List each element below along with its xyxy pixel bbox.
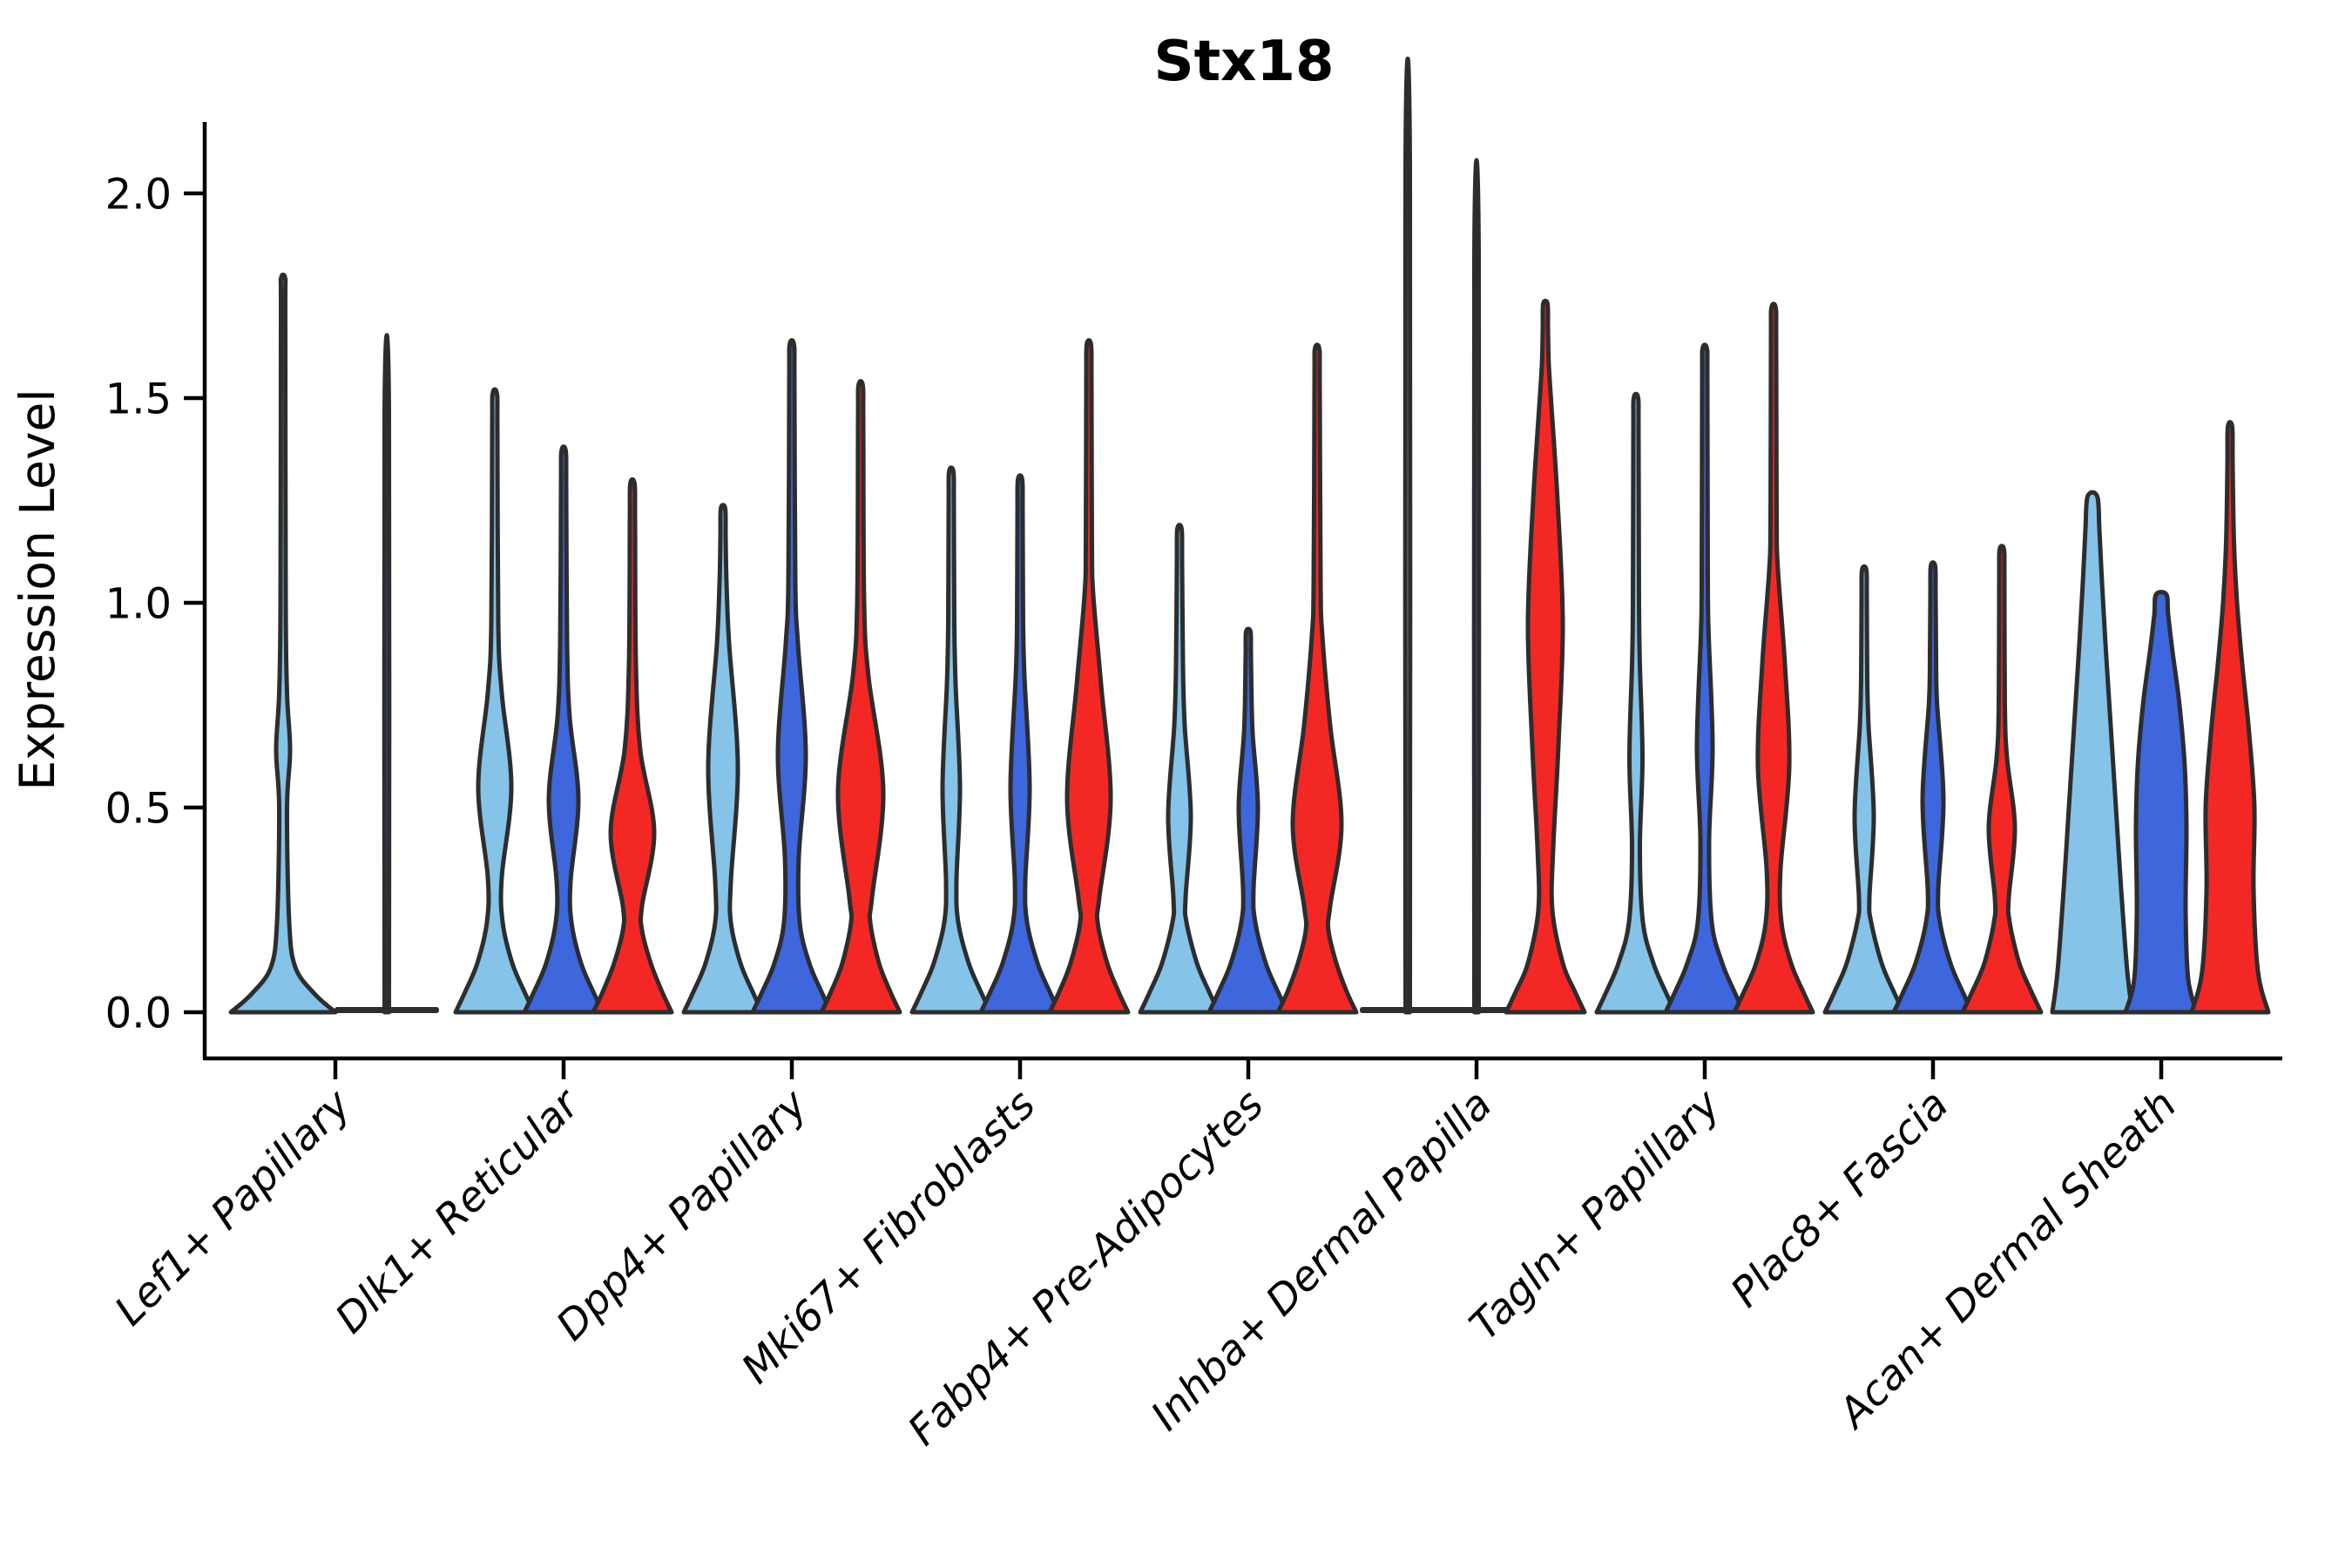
violin-acan-dermal-sheath-blue	[2123, 590, 2200, 1015]
violin-dlk1-reticular-blue	[522, 444, 605, 1015]
violin-mki67-fibroblasts-blue	[978, 473, 1062, 1015]
violin-tagln-papillary-red	[1732, 301, 1815, 1015]
violin-dlk1-reticular-lightblue	[453, 387, 537, 1015]
chart-title: Stx18	[1153, 30, 1334, 94]
violin-acan-dermal-sheath-lightblue	[2050, 490, 2135, 1015]
y-axis-label: Expression Level	[10, 389, 65, 790]
violin-inhba-dermal-papilla-lightblue	[1402, 57, 1413, 1015]
violin-mki67-fibroblasts-lightblue	[909, 465, 993, 1015]
violin-dpp4-papillary-blue	[750, 338, 834, 1015]
violin-tagln-papillary-blue	[1663, 342, 1747, 1015]
violin-lef1-papillary-blue	[382, 333, 392, 1015]
violin-group-dlk1-reticular	[453, 387, 674, 1015]
y-tick-label-0.0: 0.0	[105, 989, 172, 1037]
violin-dpp4-papillary-red	[819, 379, 902, 1015]
violin-acan-dermal-sheath-red	[2189, 420, 2271, 1015]
violin-group-plac8-fascia	[1822, 544, 2044, 1015]
x-tick-label-plac8-fascia: Plac8+ Fascia	[1721, 1081, 1957, 1317]
violin-fabp4-pre-adipocytes-red	[1275, 342, 1359, 1015]
violin-inhba-dermal-papilla-blue	[1471, 158, 1482, 1015]
violin-plac8-fascia-lightblue	[1822, 564, 1906, 1015]
violin-mki67-fibroblasts-red	[1047, 338, 1131, 1015]
violin-dlk1-reticular-red	[591, 476, 674, 1015]
violin-group-lef1-papillary	[228, 272, 439, 1015]
y-axis-ticks: 0.0 0.5 1.0 1.5 2.0	[105, 170, 205, 1037]
violin-lef1-papillary-lightblue	[228, 272, 338, 1015]
violin-group-fabp4-pre-adipocytes	[1138, 342, 1359, 1015]
violin-fabp4-pre-adipocytes-lightblue	[1138, 523, 1221, 1015]
violin-group-inhba-dermal-papilla	[1360, 57, 1587, 1015]
violin-fabp4-pre-adipocytes-blue	[1206, 626, 1290, 1015]
violin-plac8-fascia-red	[1960, 544, 2044, 1015]
violin-dpp4-papillary-lightblue	[681, 503, 765, 1015]
violin-group-dpp4-papillary	[681, 338, 902, 1015]
x-tick-label-lef1-papillary: Lef1+ Papillary	[105, 1080, 361, 1335]
violin-tagln-papillary-lightblue	[1594, 391, 1678, 1015]
y-tick-label-0.5: 0.5	[105, 784, 172, 833]
violin-group-mki67-fibroblasts	[909, 338, 1131, 1015]
violin-inhba-dermal-papilla-red	[1504, 298, 1587, 1015]
violin-plac8-fascia-blue	[1891, 560, 1975, 1015]
x-tick-label-tagln-papillary: Tagln+ Papillary	[1461, 1080, 1731, 1350]
violin-group-acan-dermal-sheath	[2050, 420, 2271, 1015]
x-tick-label-dpp4-papillary: Dpp4+ Papillary	[547, 1080, 817, 1350]
y-tick-label-2.0: 2.0	[105, 170, 172, 219]
y-tick-label-1.5: 1.5	[105, 375, 172, 423]
violin-group-tagln-papillary	[1594, 301, 1815, 1015]
x-tick-label-dlk1-reticular: Dlk1+ Reticular	[327, 1079, 591, 1343]
violins-layer	[228, 57, 2271, 1015]
y-tick-label-1.0: 1.0	[105, 579, 172, 628]
